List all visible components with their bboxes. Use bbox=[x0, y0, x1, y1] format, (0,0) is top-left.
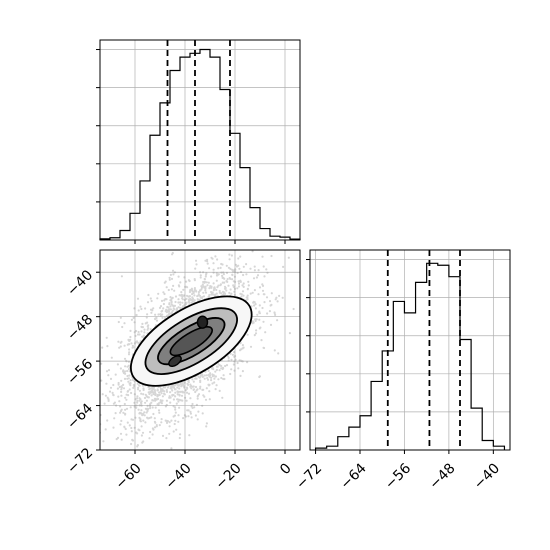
joint-contours bbox=[129, 295, 253, 387]
hist-param1-frame bbox=[309, 249, 511, 451]
joint-ytick-label-1: −64 bbox=[64, 400, 96, 432]
joint-ytick-label-4: −40 bbox=[64, 267, 96, 299]
hist-param0-histogram-line bbox=[99, 48, 301, 240]
hist-param1-grid bbox=[310, 250, 510, 450]
hist-param0-ticks bbox=[96, 49, 286, 244]
joint-xtick-label-3: 0 bbox=[277, 460, 295, 478]
joint-frame bbox=[99, 249, 301, 451]
hist-param1-xtick-label-3: −48 bbox=[426, 460, 458, 492]
joint-xtick-label-2: −20 bbox=[213, 460, 245, 492]
hist-param1-xtick-label-1: −64 bbox=[338, 460, 370, 492]
hist-param1-histogram-line bbox=[314, 262, 506, 450]
joint-xtick-label-0: −60 bbox=[113, 460, 145, 492]
joint-ytick-label-0: −72 bbox=[64, 445, 96, 477]
hist-param1-xtick-label-0: −72 bbox=[293, 460, 325, 492]
hist-param1-panel: −72 −64 −56 −48 −40 bbox=[293, 249, 511, 493]
hist-param1-marks bbox=[314, 250, 506, 450]
joint-ytick-label-2: −56 bbox=[64, 356, 96, 388]
joint-ytick-label-3: −48 bbox=[64, 312, 96, 344]
hist-param0-marks bbox=[99, 40, 301, 240]
joint-panel: −60 −40 −20 0 −72 −64 −56 −48 −40 bbox=[64, 249, 301, 493]
hist-param0-frame bbox=[99, 39, 301, 241]
hist-param0-panel bbox=[96, 39, 301, 244]
joint-peak-primary bbox=[196, 315, 209, 329]
hist-param1-xtick-label-2: −56 bbox=[382, 460, 414, 492]
joint-xtick-label-1: −40 bbox=[163, 460, 195, 492]
hist-param0-grid bbox=[100, 40, 300, 240]
joint-peak-secondary bbox=[168, 355, 182, 367]
hist-param1-xtick-label-4: −40 bbox=[471, 460, 503, 492]
joint-contour-level-3 bbox=[169, 326, 213, 357]
